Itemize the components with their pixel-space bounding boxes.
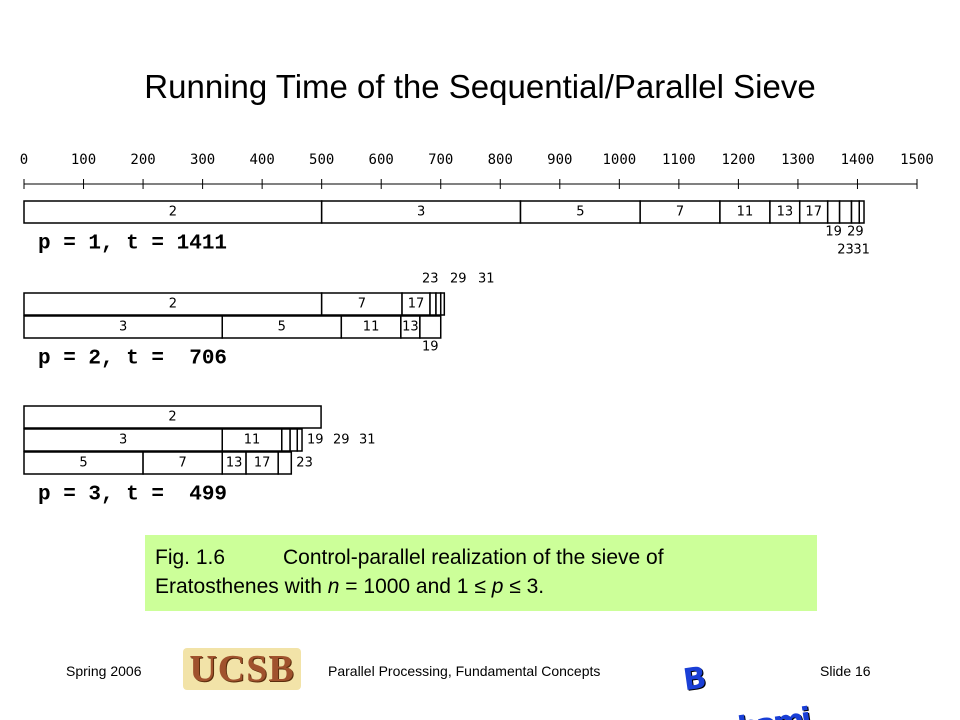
axis-tick-label: 0 bbox=[20, 152, 28, 168]
segment-label: 31 bbox=[478, 272, 495, 287]
segment-label: 5 bbox=[278, 320, 286, 335]
segment-label: 17 bbox=[254, 456, 271, 471]
axis-tick-label: 1000 bbox=[602, 152, 636, 168]
axis-tick-label: 1300 bbox=[781, 152, 815, 168]
time-segment bbox=[826, 200, 841, 224]
segment-label: 29 bbox=[847, 225, 864, 240]
segment-label: 7 bbox=[358, 297, 366, 312]
axis-tick-label: 700 bbox=[428, 152, 453, 168]
segment-label: 5 bbox=[79, 456, 87, 471]
segment-label: 5 bbox=[576, 205, 584, 220]
time-segment bbox=[439, 292, 446, 316]
time-segment bbox=[23, 405, 322, 429]
segment-label: 19 bbox=[422, 340, 439, 355]
footer-left: Spring 2006 bbox=[66, 663, 142, 679]
time-segment bbox=[850, 200, 861, 224]
caption-text: ≤ 3. bbox=[503, 575, 545, 598]
ucsb-logo: UCSB bbox=[183, 648, 301, 690]
segment-label: 3 bbox=[417, 205, 425, 220]
footer-right: Slide 16 bbox=[820, 663, 871, 679]
caption-box: Fig. 1.6 Control-parallel realization of … bbox=[145, 535, 817, 611]
segment-label: 29 bbox=[333, 433, 350, 448]
time-segment bbox=[289, 428, 299, 452]
run-label: p = 2, t = 706 bbox=[38, 348, 227, 371]
segment-label: 11 bbox=[737, 205, 754, 220]
segment-label: 2 bbox=[169, 205, 177, 220]
segment-label: 31 bbox=[853, 243, 870, 258]
sieve-diagram: 0 100 200 300 400 500 600 700 800 900 1000 1100 1200… bbox=[20, 152, 934, 507]
segment-label: 19 bbox=[825, 225, 842, 240]
caption-line: Fig. 1.6 Control-parallel realization of … bbox=[155, 543, 807, 572]
axis-tick-label: 1500 bbox=[900, 152, 934, 168]
time-segment bbox=[838, 200, 853, 224]
segment-label: 19 bbox=[307, 433, 324, 448]
axis-tick-label: 600 bbox=[369, 152, 394, 168]
segment-label: 13 bbox=[226, 456, 243, 471]
caption-text: Control-parallel realization of the siev… bbox=[283, 546, 664, 569]
segment-label: 2 bbox=[168, 410, 176, 425]
caption-variable: p bbox=[491, 575, 504, 598]
time-segment bbox=[419, 315, 442, 339]
segment-label: 11 bbox=[244, 433, 261, 448]
caption-text: Eratosthenes with bbox=[155, 575, 328, 598]
axis-tick-label: 400 bbox=[249, 152, 274, 168]
segment-label: 17 bbox=[805, 205, 822, 220]
axis-tick-label: 800 bbox=[488, 152, 513, 168]
axis-tick-label: 1400 bbox=[841, 152, 875, 168]
segment-label: 3 bbox=[119, 433, 127, 448]
segment-label: 23 bbox=[296, 456, 313, 471]
segment-label: 23 bbox=[422, 272, 439, 287]
segment-label: 23 bbox=[837, 243, 854, 258]
run-label: p = 1, t = 1411 bbox=[38, 233, 227, 256]
axis-tick-label: 1200 bbox=[722, 152, 756, 168]
segment-label: 11 bbox=[363, 320, 380, 335]
segment-label: 7 bbox=[676, 205, 684, 220]
time-segment bbox=[858, 200, 865, 224]
figure-number: Fig. 1.6 bbox=[155, 546, 226, 569]
parhami-logo: B Parhami bbox=[681, 660, 811, 720]
segment-label: 7 bbox=[179, 456, 187, 471]
axis-tick-label: 500 bbox=[309, 152, 334, 168]
slide-title: Running Time of the Sequential/Parallel … bbox=[144, 68, 816, 105]
time-segment bbox=[296, 428, 303, 452]
run-label: p = 3, t = 499 bbox=[38, 484, 227, 507]
segment-label: 31 bbox=[359, 433, 376, 448]
segment-label: 17 bbox=[408, 297, 425, 312]
time-segment bbox=[277, 451, 293, 475]
time-segment bbox=[429, 292, 437, 316]
segment-label: 29 bbox=[450, 272, 467, 287]
axis-tick-label: 1100 bbox=[662, 152, 696, 168]
segment-label: 13 bbox=[402, 320, 419, 335]
axis-tick-label: 900 bbox=[547, 152, 572, 168]
caption-text: = 1000 and 1 ≤ bbox=[339, 575, 492, 598]
segment-label: 2 bbox=[169, 297, 177, 312]
axis-tick-label: 200 bbox=[130, 152, 155, 168]
axis-tick-label: 100 bbox=[71, 152, 96, 168]
axis-tick-label: 300 bbox=[190, 152, 215, 168]
footer-center: Parallel Processing, Fundamental Concept… bbox=[328, 663, 601, 679]
caption-line: Eratosthenes with n = 1000 and 1 ≤ p ≤ 3… bbox=[155, 572, 807, 601]
caption-variable: n bbox=[327, 575, 340, 598]
segment-label: 13 bbox=[777, 205, 794, 220]
segment-label: 3 bbox=[119, 320, 127, 335]
time-segment bbox=[281, 428, 291, 452]
